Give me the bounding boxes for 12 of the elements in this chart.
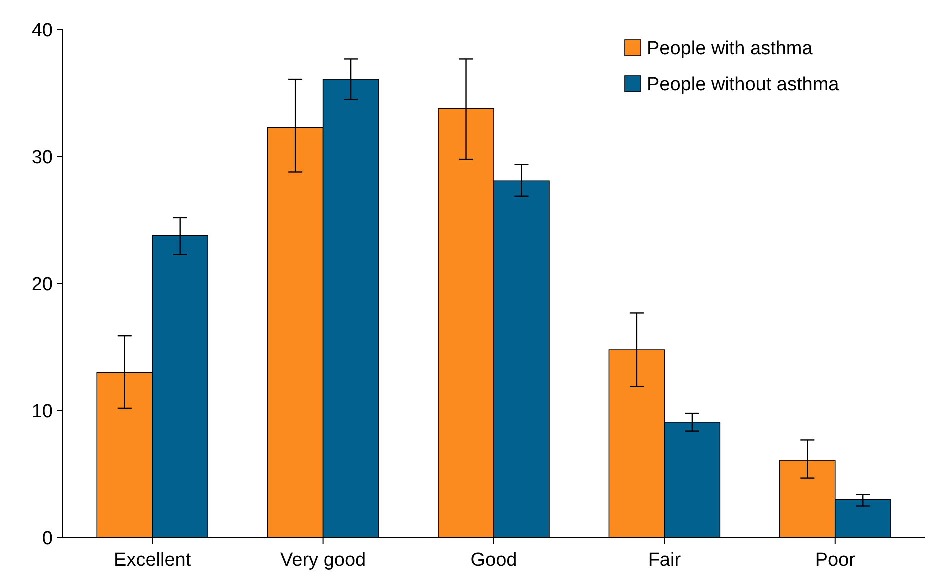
x-tick-label: Fair xyxy=(648,550,682,571)
x-tick-label: Poor xyxy=(815,550,856,571)
y-tick-label: 10 xyxy=(32,402,53,423)
y-tick-label: 30 xyxy=(32,148,53,169)
legend-label: People without asthma xyxy=(647,74,840,96)
y-tick-label: 40 xyxy=(32,20,53,42)
y-tick-label: 0 xyxy=(42,528,53,550)
legend-label: People with asthma xyxy=(647,38,814,60)
x-tick-label: Good xyxy=(470,550,518,571)
x-tick-label: Very good xyxy=(280,550,366,571)
y-tick-label: 20 xyxy=(32,274,53,296)
x-tick-label: Excellent xyxy=(114,550,192,571)
